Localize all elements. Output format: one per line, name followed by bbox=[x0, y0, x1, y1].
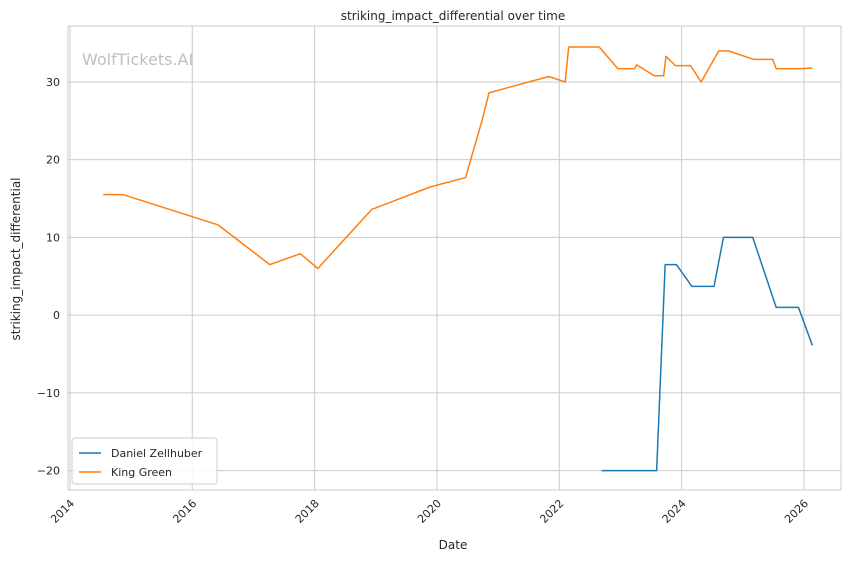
series-layer bbox=[103, 46, 814, 472]
y-tick-label: 10 bbox=[46, 231, 60, 244]
legend-label: King Green bbox=[111, 466, 172, 479]
watermark: WolfTickets.AI bbox=[82, 50, 193, 69]
x-axis-label: Date bbox=[439, 538, 468, 552]
grid bbox=[68, 26, 841, 490]
series-line-king-green bbox=[103, 46, 813, 270]
y-tick-label: 30 bbox=[46, 76, 60, 89]
plot-area bbox=[67, 25, 842, 491]
y-tick-label: −20 bbox=[37, 465, 60, 478]
chart-title: striking_impact_differential over time bbox=[341, 9, 566, 23]
y-tick-label: 20 bbox=[46, 154, 60, 167]
y-tick-label: −10 bbox=[37, 387, 60, 400]
legend-box bbox=[71, 437, 218, 485]
legend: Daniel Zellhuber King Green bbox=[71, 437, 218, 485]
y-tick-label: 0 bbox=[53, 309, 60, 322]
series-line-daniel-zellhuber bbox=[601, 236, 814, 472]
legend-label: Daniel Zellhuber bbox=[111, 447, 203, 460]
y-axis-label: striking_impact_differential bbox=[9, 177, 23, 340]
